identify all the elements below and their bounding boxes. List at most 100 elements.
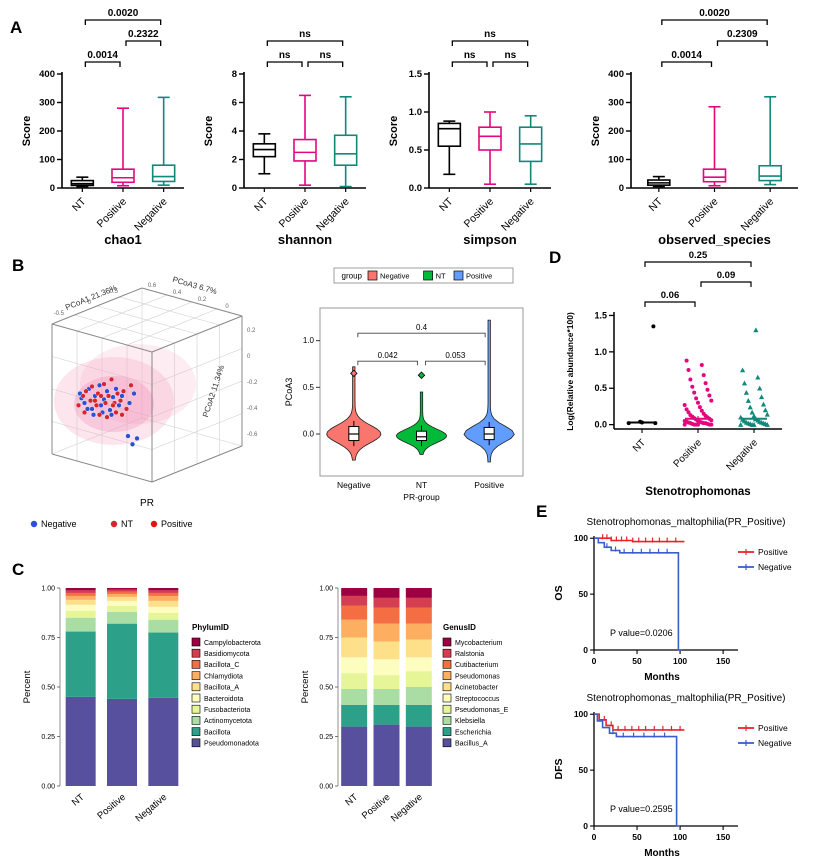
svg-text:1.00: 1.00 [319, 586, 333, 593]
svg-text:Campylobacterota: Campylobacterota [204, 640, 261, 647]
svg-text:0.25: 0.25 [41, 734, 55, 741]
panel-label-b: B [12, 256, 25, 275]
svg-text:Actinomycetota: Actinomycetota [204, 718, 252, 725]
svg-text:P value=0.2595: P value=0.2595 [610, 804, 673, 814]
chart-pcoa3-violin: 0.0 0.5 1.0 PCoA3 Negative NT Positive PR-group… [284, 267, 524, 502]
svg-text:50: 50 [579, 765, 589, 775]
svg-text:Bacteroidota: Bacteroidota [204, 696, 243, 703]
svg-text:Score: Score [590, 116, 602, 147]
svg-text:Positive: Positive [95, 196, 130, 231]
svg-text:0: 0 [583, 821, 588, 831]
svg-text:-0.5: -0.5 [54, 311, 65, 317]
svg-text:4: 4 [232, 126, 238, 137]
chart-observed-species-boxplot: 0 100 200 300 400 Score NT Positive Negative 0.00… [590, 8, 798, 247]
svg-text:GenusID: GenusID [443, 623, 476, 632]
svg-text:0.06: 0.06 [661, 290, 680, 301]
svg-text:simpson: simpson [463, 232, 517, 247]
svg-text:0: 0 [592, 656, 597, 666]
svg-text:Klebsiella: Klebsiella [455, 718, 485, 725]
svg-text:0.5: 0.5 [303, 383, 315, 392]
svg-text:shannon: shannon [278, 232, 332, 247]
svg-text:0: 0 [619, 183, 624, 194]
svg-text:P value=0.0206: P value=0.0206 [610, 628, 673, 638]
svg-text:300: 300 [39, 98, 55, 109]
svg-text:PhylumID: PhylumID [192, 623, 229, 632]
svg-text:150: 150 [716, 832, 730, 842]
svg-text:Negative: Negative [758, 562, 792, 572]
svg-text:Positive: Positive [758, 547, 788, 557]
svg-text:0.0014: 0.0014 [87, 50, 118, 61]
svg-text:0.50: 0.50 [41, 685, 55, 692]
svg-text:0.00: 0.00 [319, 784, 333, 791]
svg-text:Stenotrophomonas: Stenotrophomonas [645, 486, 750, 498]
svg-text:PR: PR [140, 498, 154, 509]
svg-text:-0.6: -0.6 [247, 432, 258, 438]
svg-text:0: 0 [232, 183, 237, 194]
svg-text:0.2: 0.2 [247, 328, 256, 334]
svg-text:Positive: Positive [462, 196, 497, 231]
svg-text:NT: NT [70, 792, 87, 809]
svg-text:0.0014: 0.0014 [671, 50, 702, 61]
svg-text:Percent: Percent [22, 670, 33, 703]
svg-text:1.0: 1.0 [409, 107, 422, 118]
svg-text:0.0: 0.0 [409, 183, 422, 194]
svg-text:-0.2: -0.2 [247, 380, 258, 386]
svg-text:Negative: Negative [337, 480, 371, 490]
svg-text:Negative: Negative [389, 792, 425, 825]
svg-text:1.5: 1.5 [409, 69, 423, 80]
svg-text:100: 100 [673, 656, 687, 666]
svg-text:Cutibacterium: Cutibacterium [455, 662, 498, 669]
svg-text:ns: ns [299, 29, 311, 40]
svg-text:NT: NT [436, 272, 446, 281]
svg-text:Negative: Negative [41, 519, 77, 529]
svg-text:0.4: 0.4 [173, 290, 182, 296]
svg-text:200: 200 [39, 126, 55, 137]
svg-text:NT: NT [252, 195, 271, 214]
svg-text:Pseudomonadota: Pseudomonadota [204, 741, 259, 748]
svg-text:2: 2 [232, 155, 237, 166]
svg-text:0: 0 [583, 645, 588, 655]
chart-stenotrophomonas-strip: 0.0 0.5 1.0 1.5 Log(Relative abundance*100) N… [565, 250, 782, 498]
svg-text:Score: Score [388, 116, 400, 147]
svg-text:0.5: 0.5 [594, 383, 607, 393]
svg-text:0.75: 0.75 [41, 635, 55, 642]
svg-text:Score: Score [203, 116, 215, 147]
svg-text:Negative: Negative [724, 437, 760, 473]
svg-text:0.25: 0.25 [689, 250, 708, 261]
svg-text:NT: NT [647, 195, 666, 214]
svg-text:NT: NT [631, 437, 648, 454]
svg-text:Positive: Positive [95, 792, 128, 822]
svg-text:1.00: 1.00 [41, 586, 55, 593]
svg-text:0.2309: 0.2309 [727, 29, 758, 40]
svg-text:Positive: Positive [466, 272, 492, 281]
svg-text:OS: OS [553, 585, 565, 600]
svg-text:Streptococcus: Streptococcus [455, 696, 500, 703]
svg-text:Ralstonia: Ralstonia [455, 651, 484, 658]
svg-text:group: group [342, 272, 363, 281]
svg-text:100: 100 [574, 533, 588, 543]
svg-text:100: 100 [39, 155, 55, 166]
svg-text:Chlamydiota: Chlamydiota [204, 673, 243, 680]
panel-label-c: C [12, 560, 25, 579]
svg-text:Mycobacterium: Mycobacterium [455, 640, 503, 647]
chart-km-os: 0 50 100 0 50 100 150 Stenotrophomonas_maltophi… [553, 517, 792, 683]
svg-text:0.5: 0.5 [409, 145, 423, 156]
panel-label-d: D [549, 248, 562, 267]
svg-text:0.25: 0.25 [319, 734, 333, 741]
svg-text:0.75: 0.75 [319, 635, 333, 642]
svg-text:100: 100 [574, 709, 588, 719]
svg-text:0: 0 [247, 354, 251, 360]
svg-text:50: 50 [632, 656, 642, 666]
svg-text:Percent: Percent [300, 670, 311, 703]
svg-text:Log(Relative abundance*100): Log(Relative abundance*100) [565, 312, 575, 431]
svg-text:400: 400 [39, 69, 55, 80]
svg-text:Negative: Negative [314, 196, 352, 234]
svg-text:Months: Months [644, 848, 680, 859]
svg-text:PCoA3: PCoA3 [284, 378, 294, 407]
svg-text:0.09: 0.09 [717, 270, 736, 281]
svg-text:Basidiomycota: Basidiomycota [204, 651, 250, 658]
svg-text:Escherichia: Escherichia [455, 729, 491, 736]
